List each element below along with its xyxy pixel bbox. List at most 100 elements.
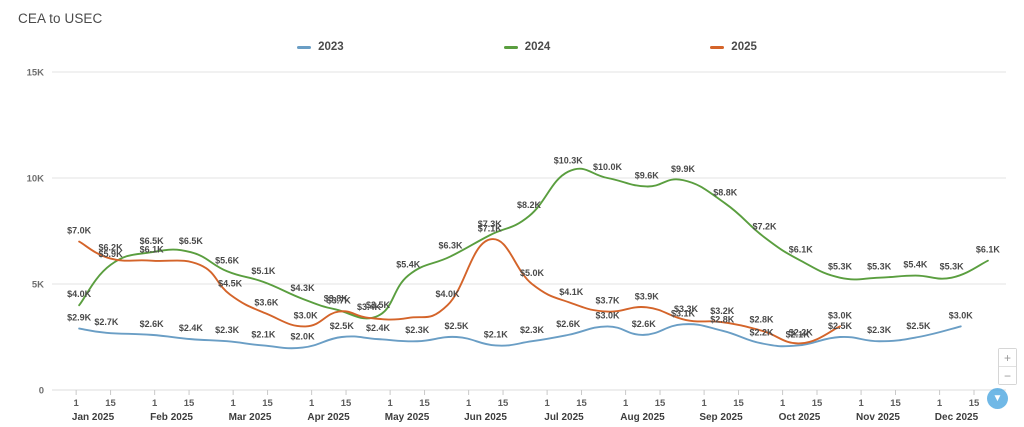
x-axis-day-label: 15 [655,398,666,409]
x-axis-day-label: 1 [466,398,472,409]
data-point-label: $6.1K [140,245,165,255]
x-axis-day-label: 1 [309,398,315,409]
data-point-label: $2.4K [366,323,391,333]
y-axis-tick-label: 0 [39,386,44,397]
data-point-label: $2.3K [405,325,430,335]
data-point-label: $2.8K [749,315,774,325]
series-line-2025[interactable] [78,238,841,345]
data-point-label: $5.3K [828,262,853,272]
series-line-2023[interactable] [78,323,962,350]
data-point-label: $2.3K [867,325,892,335]
x-axis-month-label: Feb 2025 [150,412,193,423]
data-point-label: $8.8K [713,187,738,197]
chevron-down-icon[interactable]: ▼ [987,388,1008,409]
data-point-label: $2.1K [786,329,811,339]
x-axis-month-label: Jul 2025 [544,412,584,423]
data-point-label: $5.1K [251,266,276,276]
data-point-label: $3.0K [949,310,974,320]
x-axis-month-label: Apr 2025 [307,412,350,423]
data-point-label: $7.0K [67,226,92,236]
x-axis-day-label: 1 [701,398,707,409]
x-axis-day-label: 15 [262,398,273,409]
data-point-label: $2.2K [749,327,774,337]
legend-item-2024[interactable]: 2024 [503,41,551,53]
data-point-label: $6.1K [976,245,1001,255]
x-axis-day-label: 15 [733,398,744,409]
data-point-label: $2.0K [291,332,316,342]
y-axis-tick-label: 15K [27,68,45,79]
data-point-label: $2.6K [632,319,657,329]
x-axis-month-label: Jun 2025 [464,412,507,423]
x-axis-day-label: 15 [341,398,352,409]
data-point-label: $5.6K [215,255,240,265]
x-axis-day-label: 15 [576,398,587,409]
legend-swatch-icon [503,45,518,49]
data-point-label: $3.0K [828,310,853,320]
y-axis-tick-label: 10K [27,174,45,185]
series-line-2024[interactable] [78,167,989,320]
data-point-label: $2.5K [445,321,470,331]
data-point-label: $3.5K [366,300,391,310]
data-point-label: $3.1K [671,308,696,318]
zoom-controls[interactable]: + − [998,348,1017,385]
data-point-label: $3.0K [294,310,319,320]
data-point-label: $2.5K [330,321,355,331]
legend-item-2025[interactable]: 2025 [710,41,757,53]
data-point-label: $6.3K [438,240,463,250]
legend-item-label: 2023 [318,41,344,53]
data-point-label: $2.6K [140,319,165,329]
x-axis-day-label: 1 [623,398,629,409]
data-point-label: $2.7K [94,317,119,327]
data-point-label: $2.5K [828,321,853,331]
data-point-label: $3.0K [595,310,620,320]
data-point-label: $9.9K [671,164,696,174]
x-axis-month-label: Oct 2025 [779,412,821,423]
x-axis-month-label: Jan 2025 [72,412,115,423]
data-point-label: $4.0K [67,289,92,299]
x-axis-day-label: 1 [387,398,393,409]
data-point-label: $10.0K [593,162,623,172]
data-point-label: $6.5K [179,236,204,246]
data-point-label: $4.5K [218,279,243,289]
x-axis-day-label: 15 [969,398,980,409]
data-point-label: $2.3K [520,325,545,335]
data-point-label: $2.6K [556,319,581,329]
data-point-label: $3.9K [635,291,660,301]
data-point-label: $4.3K [291,283,316,293]
x-axis-day-label: 1 [937,398,943,409]
data-point-label: $7.3K [478,219,503,229]
data-point-label: $9.6K [635,170,660,180]
data-point-label: $6.5K [140,236,165,246]
x-axis-day-label: 15 [890,398,901,409]
data-point-label: $3.7K [327,296,352,306]
zoom-out-button[interactable]: − [999,366,1016,384]
legend-item-2023[interactable]: 2023 [297,41,344,53]
data-point-label: $3.2K [710,306,735,316]
x-axis-day-label: 1 [780,398,786,409]
data-point-label: $2.1K [251,329,276,339]
data-point-label: $5.3K [940,262,965,272]
data-point-label: $2.4K [179,323,204,333]
data-point-label: $2.3K [215,325,240,335]
zoom-in-button[interactable]: + [999,349,1016,366]
x-axis-day-label: 1 [858,398,864,409]
data-point-label: $3.4K [357,302,382,312]
data-point-label: $5.4K [396,260,421,270]
y-axis-tick-label: 5K [32,280,44,291]
x-axis-day-label: 1 [544,398,550,409]
legend-item-label: 2025 [731,41,757,53]
data-point-label: $7.1K [478,223,503,233]
data-point-label: $10.3K [554,156,584,166]
data-point-label: $2.2K [789,327,814,337]
x-axis-day-label: 1 [230,398,236,409]
x-axis-day-label: 1 [74,398,80,409]
x-axis-month-label: May 2025 [385,412,430,423]
legend-item-label: 2024 [524,41,551,53]
x-axis-month-label: Nov 2025 [856,412,900,423]
data-point-label: $5.3K [867,262,892,272]
data-point-label: $3.3K [674,304,699,314]
data-point-label: $6.1K [789,245,814,255]
